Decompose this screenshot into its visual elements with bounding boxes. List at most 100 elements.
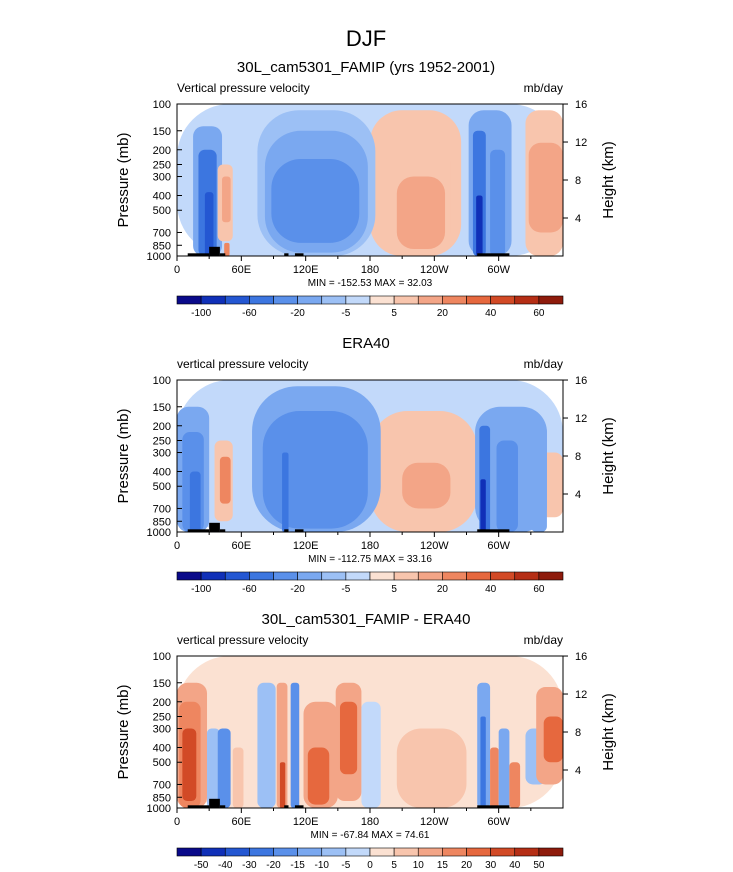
colorbar-label: 20 <box>437 584 449 595</box>
contour-field <box>177 380 563 532</box>
panel-1: 30L_cam5301_FAMIP (yrs 1952-2001) Vertica… <box>115 59 617 319</box>
colorbar-swatch <box>249 295 274 305</box>
height-tick-label: 8 <box>575 727 581 739</box>
colorbar-swatch <box>417 295 443 305</box>
y-tick-label: 850 <box>153 240 171 252</box>
panel-units-label: mb/day <box>524 81 563 95</box>
contour-region <box>257 682 276 808</box>
colorbar-swatch <box>321 571 347 581</box>
colorbar-label: 5 <box>391 308 397 319</box>
terrain-mask <box>209 798 220 808</box>
panel-2: ERA40 vertical pressure velocity mb/day 100… <box>115 335 617 595</box>
terrain-mask <box>209 522 220 532</box>
colorbar-label: 40 <box>485 584 497 595</box>
colorbar-swatch <box>249 571 274 581</box>
height-tick-label: 12 <box>575 413 587 425</box>
colorbar-swatch <box>369 571 395 581</box>
height-tick-label: 12 <box>575 137 587 149</box>
contour-region <box>219 456 231 504</box>
colorbar-label: -100 <box>191 308 211 319</box>
y-tick-label: 1000 <box>147 803 171 815</box>
height-tick-label: 16 <box>575 99 587 111</box>
min-max-stats: MIN = -67.84 MAX = 74.61 <box>311 830 430 841</box>
colorbar-label: -50 <box>194 860 209 871</box>
colorbar-label: 20 <box>437 308 449 319</box>
colorbar-swatch <box>345 571 371 581</box>
terrain-mask <box>187 529 210 532</box>
colorbar-label: 20 <box>461 860 473 871</box>
colorbar-swatch <box>514 847 540 857</box>
terrain-mask <box>284 529 289 532</box>
y-tick-label: 300 <box>153 724 171 736</box>
y-tick-label: 200 <box>153 421 171 433</box>
contour-region <box>207 728 220 808</box>
panel-units-label: mb/day <box>524 357 563 371</box>
colorbar-swatch <box>466 847 491 857</box>
terrain-mask <box>209 246 220 256</box>
colorbar-label: -20 <box>290 584 305 595</box>
contour-region <box>480 479 486 532</box>
contour-region <box>275 180 358 228</box>
figure-title: DJF <box>346 26 386 51</box>
panel-left-label: vertical pressure velocity <box>177 633 308 647</box>
height-tick-label: 16 <box>575 375 587 387</box>
colorbar-swatch <box>200 571 226 581</box>
y-tick-label: 400 <box>153 467 171 479</box>
colorbar-label: -15 <box>290 860 305 871</box>
colorbar-swatch <box>273 571 298 581</box>
panels: 30L_cam5301_FAMIP (yrs 1952-2001) Vertica… <box>115 59 617 871</box>
height-tick-label: 12 <box>575 689 587 701</box>
x-tick-label: 60W <box>487 540 510 552</box>
colorbar-swatch <box>273 295 298 305</box>
colorbar-swatch <box>200 847 226 857</box>
colorbar-swatch <box>442 571 467 581</box>
y-tick-label: 100 <box>153 375 171 387</box>
colorbar-swatch <box>417 847 443 857</box>
x-tick-label: 60E <box>232 540 252 552</box>
terrain-mask <box>219 529 226 532</box>
contour-field <box>177 104 563 256</box>
colorbar: -100 -60 -20 -5 5 20 40 60 <box>176 571 564 595</box>
colorbar-swatch <box>490 295 516 305</box>
contour-region <box>273 432 360 522</box>
contour-region <box>396 728 467 808</box>
colorbar: -50 -40 -30 -20 -15 -10 -5 0 5 10 15 20 30 40 50 <box>176 847 564 871</box>
contour-region <box>480 716 486 808</box>
colorbar-swatch <box>273 847 298 857</box>
contour-region <box>204 192 214 256</box>
colorbar-label: 30 <box>485 860 497 871</box>
colorbar-swatch <box>345 847 371 857</box>
terrain-mask <box>284 253 289 256</box>
colorbar-swatch <box>538 571 564 581</box>
y-tick-label: 150 <box>153 126 171 138</box>
colorbar-swatch <box>442 295 467 305</box>
y-tick-label: 100 <box>153 99 171 111</box>
colorbar-swatch <box>393 571 419 581</box>
colorbar-swatch <box>200 295 226 305</box>
y-tick-label: 700 <box>153 503 171 515</box>
colorbar-swatch <box>224 571 250 581</box>
colorbar-swatch <box>176 295 202 305</box>
x-tick-label: 120W <box>420 264 449 276</box>
contour-region <box>339 701 358 775</box>
colorbar-label: -40 <box>218 860 233 871</box>
colorbar-swatch <box>297 571 323 581</box>
colorbar-label: 40 <box>509 860 521 871</box>
colorbar-swatch <box>297 847 323 857</box>
y-tick-label: 250 <box>153 435 171 447</box>
terrain-mask <box>187 253 210 256</box>
colorbar: -100 -60 -20 -5 5 20 40 60 <box>176 295 564 319</box>
contour-region <box>189 471 201 532</box>
colorbar-swatch <box>538 295 564 305</box>
y-tick-label: 1000 <box>147 251 171 263</box>
height-axis-label: Height (km) <box>600 693 617 771</box>
colorbar-swatch <box>176 571 202 581</box>
colorbar-swatch <box>466 295 491 305</box>
colorbar-swatch <box>538 847 564 857</box>
y-tick-label: 500 <box>153 757 171 769</box>
min-max-stats: MIN = -152.53 MAX = 32.03 <box>308 278 433 289</box>
x-tick-label: 60W <box>487 816 510 828</box>
x-tick-label: 0 <box>174 264 180 276</box>
contour-region <box>530 425 547 532</box>
colorbar-label: -60 <box>242 584 257 595</box>
